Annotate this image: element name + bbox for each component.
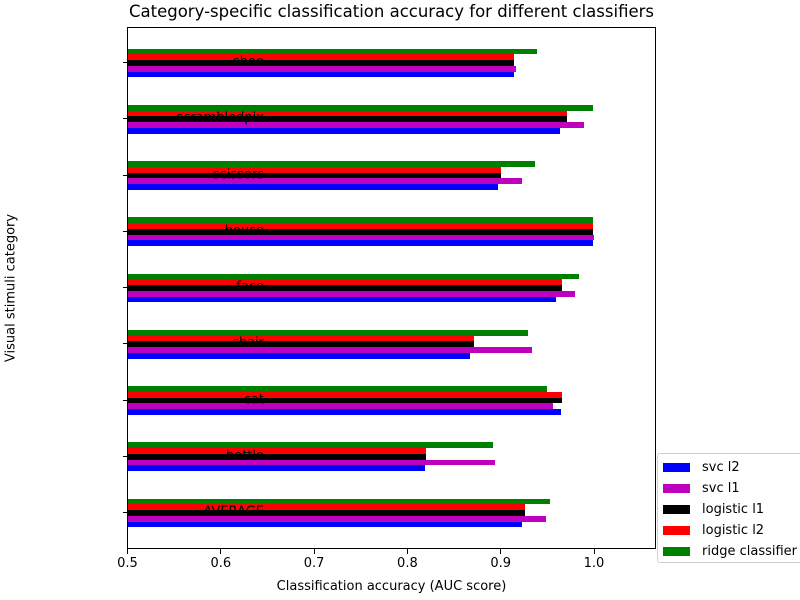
- x-tick: [220, 549, 222, 554]
- legend-item: logistic l1: [663, 500, 764, 518]
- bar-svc-l2-face: [128, 296, 557, 303]
- legend-label: logistic l1: [702, 501, 765, 517]
- bar-logistic-l2-scissors: [128, 166, 502, 173]
- bar-logistic-l2-house: [128, 223, 593, 229]
- plot-area: [123, 27, 656, 549]
- y-tick: [123, 62, 128, 63]
- x-tick: [500, 549, 502, 554]
- x-tick: [127, 549, 128, 554]
- x-tick-label: 1.0: [583, 556, 605, 571]
- bar-ridge-classifier-scissors: [128, 161, 535, 167]
- x-tick: [406, 549, 408, 554]
- legend-swatch-icon: [663, 546, 690, 556]
- legend-label: svc l2: [702, 459, 740, 475]
- legend-label: svc l1: [702, 480, 740, 496]
- bar-svc-l1-shoe: [128, 65, 517, 72]
- x-tick: [593, 549, 595, 554]
- bar-ridge-classifier-chair: [128, 329, 529, 336]
- bar-logistic-l1-shoe: [128, 60, 515, 66]
- bar-ridge-classifier-cat: [128, 386, 547, 392]
- bar-svc-l2-cat: [128, 409, 561, 415]
- bar-logistic-l1-AVERAGE: [128, 510, 525, 516]
- bar-ridge-classifier-shoe: [128, 48, 537, 55]
- bar-ridge-classifier-bottle: [128, 442, 493, 449]
- y-tick-label: face: [236, 279, 264, 295]
- bar-logistic-l1-face: [128, 285, 562, 291]
- bar-logistic-l1-scissors: [128, 172, 502, 179]
- bar-logistic-l1-bottle: [128, 453, 426, 460]
- legend-swatch-icon: [663, 525, 690, 535]
- bar-logistic-l2-chair: [128, 335, 475, 342]
- y-tick: [123, 343, 128, 345]
- legend-item: svc l1: [663, 479, 740, 497]
- bar-logistic-l1-house: [128, 228, 593, 235]
- bar-logistic-l2-bottle: [128, 448, 426, 454]
- bar-svc-l1-scrambledpix: [128, 122, 585, 128]
- legend-swatch-icon: [663, 504, 690, 514]
- bar-logistic-l1-chair: [128, 341, 475, 348]
- x-axis-title: Classification accuracy (AUC score): [276, 579, 507, 594]
- x-tick: [313, 549, 315, 554]
- bar-svc-l2-scrambledpix: [128, 127, 560, 134]
- bar-logistic-l2-scrambledpix: [128, 110, 567, 117]
- x-tick-label: 0.5: [117, 556, 138, 571]
- bar-svc-l2-shoe: [128, 71, 515, 78]
- bar-svc-l1-scissors: [128, 178, 522, 185]
- bar-svc-l1-bottle: [128, 459, 495, 466]
- y-tick: [123, 287, 128, 288]
- bar-svc-l1-cat: [128, 403, 554, 410]
- chart-title: Category-specific classification accurac…: [128, 2, 654, 21]
- x-tick-label: 0.7: [303, 556, 325, 571]
- y-tick: [123, 230, 128, 232]
- y-tick: [123, 512, 128, 513]
- y-tick-label: bottle: [225, 448, 264, 464]
- bar-svc-l1-chair: [128, 347, 532, 353]
- bar-ridge-classifier-face: [128, 273, 579, 280]
- legend-label: logistic l2: [702, 522, 765, 538]
- y-tick: [123, 455, 128, 457]
- y-tick-label: AVERAGE: [203, 504, 264, 520]
- y-tick-label: scrambledpix: [176, 110, 264, 126]
- bar-svc-l2-bottle: [128, 465, 425, 472]
- y-tick-label: cat: [243, 392, 264, 407]
- x-tick-label: 0.9: [490, 556, 512, 571]
- bar-svc-l1-house: [128, 234, 594, 241]
- x-tick-label: 0.8: [397, 556, 418, 571]
- y-tick-label: scissors: [212, 167, 264, 182]
- legend: svc l2 svc l1 logistic l1 logistic l2 ridge …: [657, 453, 800, 563]
- bar-ridge-classifier-house: [128, 217, 593, 224]
- bar-svc-l2-house: [128, 240, 593, 247]
- bar-logistic-l2-shoe: [128, 54, 515, 61]
- bar-logistic-l2-face: [128, 279, 562, 286]
- y-tick-label: chair: [231, 335, 264, 351]
- bar-logistic-l2-cat: [128, 391, 562, 398]
- legend-swatch-icon: [663, 462, 690, 472]
- bar-logistic-l1-scrambledpix: [128, 116, 567, 123]
- bar-svc-l2-chair: [128, 352, 471, 359]
- bar-logistic-l2-AVERAGE: [128, 504, 525, 511]
- y-tick: [123, 118, 128, 120]
- legend-item: svc l2: [663, 458, 740, 476]
- bar-ridge-classifier-AVERAGE: [128, 498, 550, 505]
- bar-svc-l1-face: [128, 290, 575, 297]
- bar-ridge-classifier-scrambledpix: [128, 104, 593, 111]
- legend-item: ridge classifier: [663, 542, 797, 560]
- bar-svc-l2-AVERAGE: [128, 521, 522, 528]
- y-tick-label: house: [224, 223, 264, 239]
- y-tick: [123, 174, 128, 176]
- bar-svc-l2-scissors: [128, 184, 499, 190]
- bar-svc-l1-AVERAGE: [128, 515, 546, 522]
- legend-swatch-icon: [663, 483, 690, 493]
- legend-label: ridge classifier: [702, 543, 798, 559]
- legend-item: logistic l2: [663, 521, 764, 539]
- y-axis-title: Visual stimuli category: [3, 213, 19, 363]
- y-tick-label: shoe: [233, 54, 264, 70]
- x-tick-label: 0.6: [210, 556, 232, 571]
- bar-logistic-l1-cat: [128, 397, 562, 404]
- y-tick: [123, 399, 128, 401]
